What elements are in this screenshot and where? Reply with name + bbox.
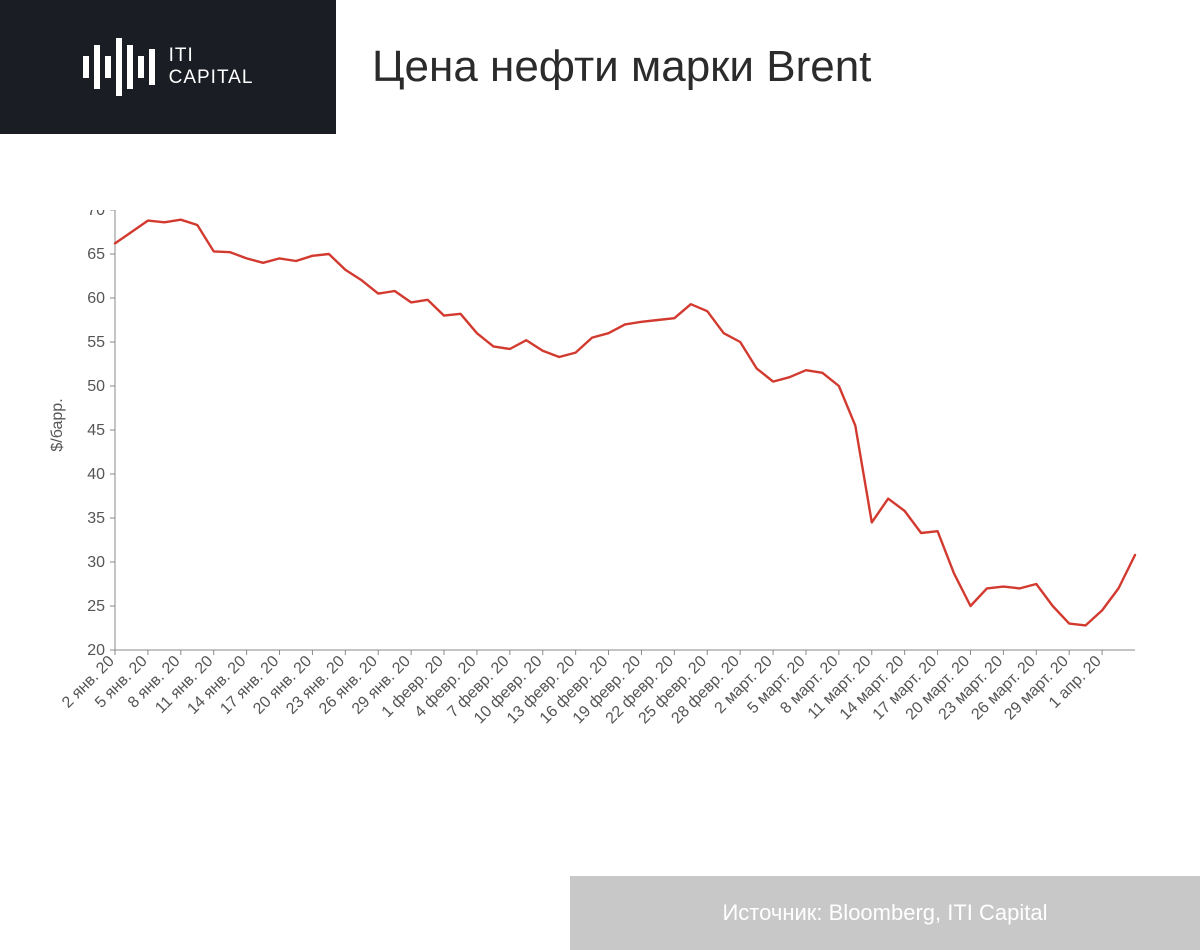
- svg-text:35: 35: [87, 510, 105, 527]
- logo-line1: ITI: [169, 45, 254, 67]
- svg-text:60: 60: [87, 290, 105, 307]
- title-block: Цена нефти марки Brent: [336, 0, 1200, 134]
- svg-text:25: 25: [87, 598, 105, 615]
- logo-bars-icon: [83, 37, 155, 97]
- svg-text:50: 50: [87, 378, 105, 395]
- brand-logo: ITI CAPITAL: [0, 0, 336, 134]
- source-attribution: Источник: Bloomberg, ITI Capital: [570, 876, 1200, 950]
- source-text: Источник: Bloomberg, ITI Capital: [722, 900, 1047, 925]
- svg-text:65: 65: [87, 246, 105, 263]
- y-axis-label: $/барр.: [49, 398, 67, 451]
- svg-text:70: 70: [87, 210, 105, 219]
- svg-text:55: 55: [87, 334, 105, 351]
- chart-container: $/барр. 20253035404550556065702 янв. 205…: [40, 210, 1160, 810]
- line-chart: 20253035404550556065702 янв. 205 янв. 20…: [40, 210, 1160, 810]
- svg-text:30: 30: [87, 554, 105, 571]
- svg-text:45: 45: [87, 422, 105, 439]
- logo-line2: CAPITAL: [169, 67, 254, 89]
- svg-text:40: 40: [87, 466, 105, 483]
- logo-text: ITI CAPITAL: [169, 45, 254, 89]
- header: ITI CAPITAL Цена нефти марки Brent: [0, 0, 1200, 134]
- chart-title: Цена нефти марки Brent: [372, 42, 871, 92]
